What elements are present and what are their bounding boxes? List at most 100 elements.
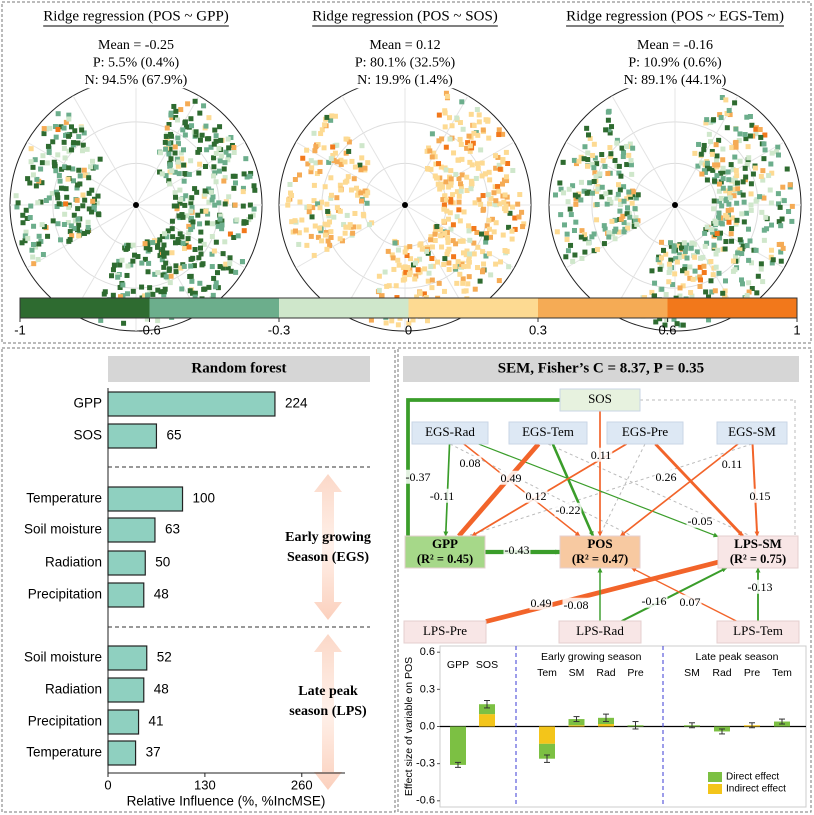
map-pixel bbox=[456, 193, 462, 199]
map-pixel bbox=[737, 247, 743, 253]
map-pixel bbox=[429, 131, 435, 137]
map-pixel bbox=[341, 222, 347, 228]
map-pixel bbox=[197, 245, 203, 251]
map-pixel bbox=[337, 236, 343, 242]
map-pixel bbox=[590, 152, 596, 158]
category-label: Soil moisture bbox=[24, 522, 102, 537]
map-pixel bbox=[512, 215, 518, 221]
map-pixel bbox=[558, 186, 564, 192]
map-pixel bbox=[758, 266, 764, 272]
map-pixel bbox=[38, 199, 44, 205]
map-pixel bbox=[467, 237, 473, 243]
map-pixel bbox=[702, 169, 708, 175]
map-pixel bbox=[578, 197, 584, 203]
map-pixel bbox=[199, 262, 205, 268]
node-label: POS bbox=[587, 536, 612, 551]
map-pixel bbox=[187, 288, 193, 294]
map-pixel bbox=[188, 273, 194, 279]
map-pixel bbox=[704, 224, 710, 230]
map-pixel bbox=[564, 231, 570, 237]
map-pixel bbox=[386, 283, 392, 289]
path-coefficient: 0.07 bbox=[680, 595, 701, 609]
map-pixel bbox=[630, 145, 636, 151]
map-pixel bbox=[733, 189, 739, 195]
map-pixel bbox=[703, 120, 709, 126]
map-pixel bbox=[468, 111, 474, 117]
map-pixel bbox=[117, 284, 123, 290]
map-pixel bbox=[171, 103, 177, 109]
map-pixel bbox=[172, 190, 178, 196]
map-pixel bbox=[219, 222, 225, 228]
map-pixel bbox=[699, 160, 705, 166]
map-pixel bbox=[176, 171, 182, 177]
map-pixel bbox=[235, 233, 241, 239]
map-pixel bbox=[162, 286, 168, 292]
map-pixel bbox=[483, 235, 489, 241]
map-pixel bbox=[218, 137, 224, 143]
map-pixel bbox=[331, 158, 337, 164]
map-pixel bbox=[201, 286, 207, 292]
map-pixel bbox=[170, 234, 176, 240]
map-pixel bbox=[725, 212, 731, 218]
map-pixel bbox=[64, 194, 70, 200]
group-label: Early growing bbox=[285, 530, 371, 545]
map-pixel bbox=[659, 239, 665, 245]
map-pixel bbox=[749, 122, 755, 128]
map-pixel bbox=[429, 244, 435, 250]
map-pixel bbox=[694, 249, 700, 255]
map-pixel bbox=[182, 202, 188, 208]
node-r2: (R² = 0.45) bbox=[417, 552, 473, 566]
map-pixel bbox=[486, 217, 492, 223]
rf-title: Random forest bbox=[191, 360, 286, 376]
map-pixel bbox=[223, 261, 229, 267]
map-pixel bbox=[91, 204, 97, 210]
map-pixel bbox=[328, 235, 334, 241]
map-pixel bbox=[740, 179, 746, 185]
map-pixel bbox=[331, 214, 337, 220]
map-pixel bbox=[634, 221, 640, 227]
map-pixel bbox=[201, 103, 207, 109]
map-pixel bbox=[66, 148, 72, 154]
effect-bar bbox=[479, 714, 495, 727]
map-pixel bbox=[285, 202, 291, 208]
map-pixel bbox=[163, 133, 169, 139]
map-pixel bbox=[240, 185, 246, 191]
path-coefficient: -0.13 bbox=[748, 580, 773, 594]
map-pixel bbox=[581, 188, 587, 194]
map-pixel bbox=[717, 235, 723, 241]
bar bbox=[107, 423, 158, 449]
map-pixel bbox=[55, 127, 61, 133]
map-pixel bbox=[461, 288, 467, 294]
map-pixel bbox=[93, 164, 99, 170]
map-pixel bbox=[682, 267, 688, 273]
map-pixel bbox=[202, 191, 208, 197]
map-pixel bbox=[211, 275, 217, 281]
map-pixel bbox=[304, 147, 310, 153]
map-pixel bbox=[470, 140, 476, 146]
map-pixel bbox=[157, 253, 163, 259]
path-coefficient: -0.22 bbox=[556, 503, 581, 517]
map-pixel bbox=[405, 265, 411, 271]
map-pixel bbox=[128, 262, 134, 268]
map-pixel bbox=[251, 183, 257, 189]
effect-bar bbox=[568, 725, 585, 727]
map-pixel bbox=[456, 199, 462, 205]
map-stat: P: 5.5% (0.4%) bbox=[93, 56, 180, 71]
map-pixel bbox=[359, 198, 365, 204]
map-pixel bbox=[179, 234, 185, 240]
map-pixel bbox=[458, 184, 464, 190]
colorbar-segment bbox=[538, 298, 668, 318]
value-label: 41 bbox=[149, 714, 164, 729]
map-pixel bbox=[44, 160, 50, 166]
map-pixel bbox=[434, 223, 440, 229]
map-pixel bbox=[309, 165, 315, 171]
map-pixel bbox=[212, 170, 218, 176]
map-pixel bbox=[193, 129, 199, 135]
map-pixel bbox=[697, 277, 703, 283]
map-pixel bbox=[471, 240, 477, 246]
map-pixel bbox=[602, 226, 608, 232]
path-coefficient: -0.08 bbox=[564, 598, 589, 612]
map-pixel bbox=[471, 225, 477, 231]
map-pixel bbox=[727, 190, 733, 196]
map-pixel bbox=[667, 265, 673, 271]
